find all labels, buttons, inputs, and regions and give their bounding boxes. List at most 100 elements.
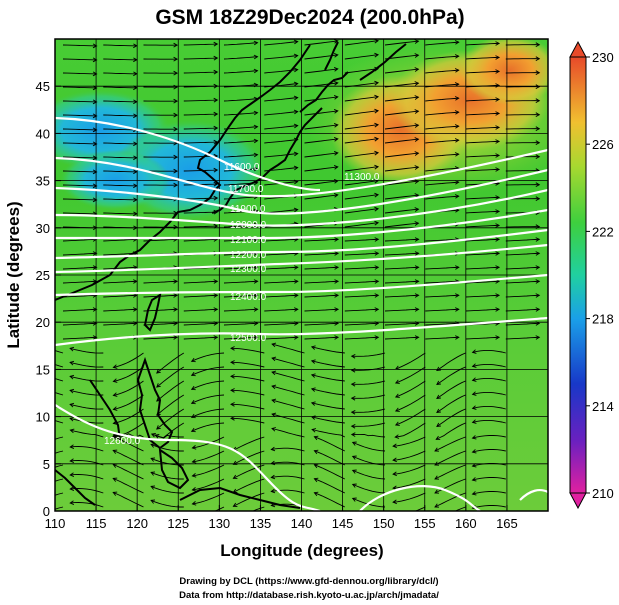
colorbar-scale bbox=[569, 56, 587, 494]
wind-streamline bbox=[344, 238, 379, 242]
wind-arrowhead bbox=[394, 393, 400, 398]
wind-streamline bbox=[223, 308, 258, 312]
wind-streamline bbox=[395, 366, 426, 384]
wind-arrowhead bbox=[471, 405, 477, 410]
wind-streamline bbox=[271, 475, 305, 480]
wind-streamline bbox=[384, 308, 419, 312]
wind-streamline bbox=[230, 417, 265, 424]
wind-arrowhead bbox=[190, 427, 196, 433]
wind-arrowhead bbox=[271, 356, 277, 362]
wind-arrowhead bbox=[294, 265, 299, 270]
wind-arrowhead bbox=[190, 371, 196, 377]
wind-streamline bbox=[271, 489, 305, 494]
wind-arrowhead bbox=[92, 57, 98, 63]
wind-arrowhead bbox=[230, 374, 235, 379]
wind-arrowhead bbox=[191, 501, 197, 506]
wind-arrowhead bbox=[294, 279, 299, 284]
wind-streamline bbox=[351, 422, 386, 427]
wind-streamline bbox=[425, 280, 459, 284]
credit-data: Data from http://database.rish.kyoto-u.a… bbox=[179, 590, 439, 601]
wind-streamline bbox=[223, 42, 258, 46]
y-axis: 0 5 10 15 20 25 30 35 40 45 bbox=[36, 79, 61, 519]
colorbar-top-arrow bbox=[569, 40, 587, 58]
wind-streamline bbox=[344, 294, 379, 298]
wind-arrowhead bbox=[230, 402, 235, 407]
new-guinea-north bbox=[179, 486, 301, 509]
wind-streamline bbox=[191, 366, 225, 376]
wind-streamline bbox=[434, 436, 466, 452]
wind-arrowhead bbox=[92, 265, 98, 270]
x-tick-label: 120 bbox=[126, 516, 148, 531]
wind-streamline bbox=[505, 336, 540, 340]
wind-arrowhead bbox=[230, 360, 235, 365]
wind-streamline bbox=[425, 69, 459, 74]
wind-streamline bbox=[425, 294, 459, 298]
wind-arrowhead bbox=[414, 109, 420, 114]
wind-arrowhead bbox=[32, 488, 36, 492]
wind-streamline bbox=[344, 280, 379, 284]
wind-arrowhead bbox=[350, 367, 356, 373]
japan-hokkaido bbox=[299, 71, 349, 113]
wind-arrowhead bbox=[112, 364, 118, 369]
wind-streamline bbox=[223, 238, 258, 242]
wind-streamline bbox=[304, 96, 338, 102]
wind-streamline bbox=[192, 450, 225, 463]
wind-arrowhead bbox=[150, 433, 156, 438]
wind-streamline bbox=[264, 83, 298, 88]
wind-arrowhead bbox=[173, 56, 179, 62]
wind-streamline bbox=[113, 435, 144, 452]
wind-streamline bbox=[425, 308, 459, 312]
wind-arrowhead bbox=[414, 67, 420, 72]
wind-arrowhead bbox=[32, 446, 36, 450]
wind-arrowhead bbox=[133, 183, 138, 189]
wind-streamline bbox=[344, 68, 379, 74]
wind-streamline bbox=[230, 403, 265, 410]
wind-arrowhead bbox=[92, 197, 98, 203]
wind-arrowhead bbox=[374, 279, 380, 284]
wind-streamline bbox=[425, 167, 459, 172]
wind-arrowhead bbox=[454, 54, 460, 59]
wind-streamline bbox=[436, 352, 466, 371]
wind-streamline bbox=[264, 252, 298, 256]
wind-arrowhead bbox=[471, 349, 477, 354]
colorbar-tick-label: 218 bbox=[592, 312, 614, 327]
wind-streamline bbox=[156, 394, 185, 416]
wind-streamline bbox=[304, 322, 339, 326]
wind-arrowhead bbox=[270, 446, 276, 452]
wind-streamline bbox=[55, 350, 64, 354]
wind-streamline bbox=[183, 141, 218, 144]
contour-12300 bbox=[55, 243, 548, 274]
wind-streamline bbox=[103, 44, 137, 47]
wind-arrowhead bbox=[213, 195, 219, 201]
wind-arrowhead bbox=[270, 488, 276, 494]
wind-streamline bbox=[192, 478, 225, 491]
wind-streamline bbox=[69, 361, 104, 368]
wind-streamline bbox=[434, 450, 466, 466]
wind-arrowhead bbox=[271, 342, 277, 348]
wind-streamline bbox=[436, 380, 466, 399]
colorbar-bottom-arrow bbox=[569, 492, 587, 510]
sakhalin bbox=[324, 41, 339, 71]
wind-streamline bbox=[183, 225, 218, 228]
wind-arrowhead bbox=[213, 167, 219, 173]
wind-arrowhead bbox=[495, 223, 501, 228]
wind-arrowhead bbox=[495, 293, 501, 298]
wind-arrowhead bbox=[92, 335, 98, 340]
y-axis-label: Latitude (degrees) bbox=[4, 201, 23, 348]
wind-arrowhead bbox=[310, 401, 316, 406]
wind-arrowhead bbox=[454, 68, 460, 73]
wind-streamline bbox=[425, 153, 459, 158]
wind-streamline bbox=[472, 449, 506, 453]
wind-arrowhead bbox=[374, 265, 380, 270]
wind-arrowhead bbox=[374, 335, 380, 340]
wind-streamline bbox=[384, 208, 419, 214]
colorbar-tick-label: 222 bbox=[592, 224, 614, 239]
wind-arrowhead bbox=[414, 335, 420, 340]
wind-streamline bbox=[62, 238, 97, 242]
wind-streamline bbox=[351, 394, 386, 399]
wind-arrowhead bbox=[334, 335, 340, 340]
wind-arrowhead bbox=[414, 95, 420, 100]
wind-arrowhead bbox=[294, 321, 299, 326]
wind-arrowhead bbox=[414, 265, 420, 270]
wind-arrowhead bbox=[535, 224, 541, 229]
